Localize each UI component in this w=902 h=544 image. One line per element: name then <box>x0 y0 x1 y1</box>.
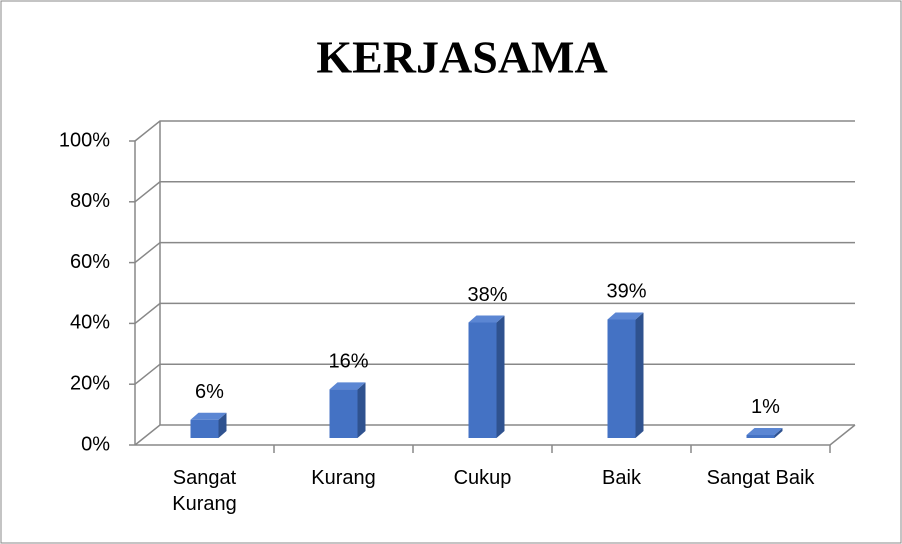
grid-line <box>134 181 855 203</box>
y-tick-label: 20% <box>70 372 110 394</box>
grid-line <box>134 302 855 324</box>
bar-front <box>329 389 358 438</box>
bar <box>468 315 505 438</box>
y-tick-label: 0% <box>81 433 110 455</box>
chart-title: KERJASAMA <box>316 32 607 83</box>
bar-side <box>496 315 505 438</box>
value-label: 38% <box>467 284 507 306</box>
x-tick-label: Sangat Baik <box>706 467 815 489</box>
x-tick-label: Kurang <box>311 467 376 489</box>
x-tick-label: Baik <box>602 467 641 489</box>
y-tick-label: 80% <box>70 190 110 212</box>
bar-side <box>218 412 227 438</box>
y-tick-label: 60% <box>70 251 110 273</box>
bar-top <box>468 315 505 323</box>
bar <box>329 382 366 438</box>
grid-line <box>134 241 855 264</box>
bar-top <box>329 382 366 390</box>
y-tick-label: 40% <box>70 312 110 334</box>
value-label: 39% <box>606 281 646 303</box>
bar <box>190 412 227 438</box>
value-label: 16% <box>328 351 368 373</box>
bar-front <box>746 434 775 438</box>
value-label: 6% <box>195 381 224 403</box>
value-label: 1% <box>751 396 780 418</box>
bar-side <box>357 382 366 438</box>
bar-top <box>607 312 644 320</box>
bar-front <box>190 419 219 438</box>
grid-line <box>134 120 855 142</box>
bar <box>607 312 644 438</box>
bar-front <box>468 322 497 438</box>
bar-top <box>746 427 783 435</box>
bar-side <box>774 427 783 438</box>
bar <box>746 427 783 438</box>
bar-side <box>635 312 644 438</box>
bar-top <box>190 412 227 420</box>
x-tick-label: Cukup <box>453 467 512 489</box>
x-tick-label: Sangat Kurang <box>172 467 237 515</box>
y-tick-label: 100% <box>59 129 110 151</box>
bar-front <box>607 319 636 438</box>
